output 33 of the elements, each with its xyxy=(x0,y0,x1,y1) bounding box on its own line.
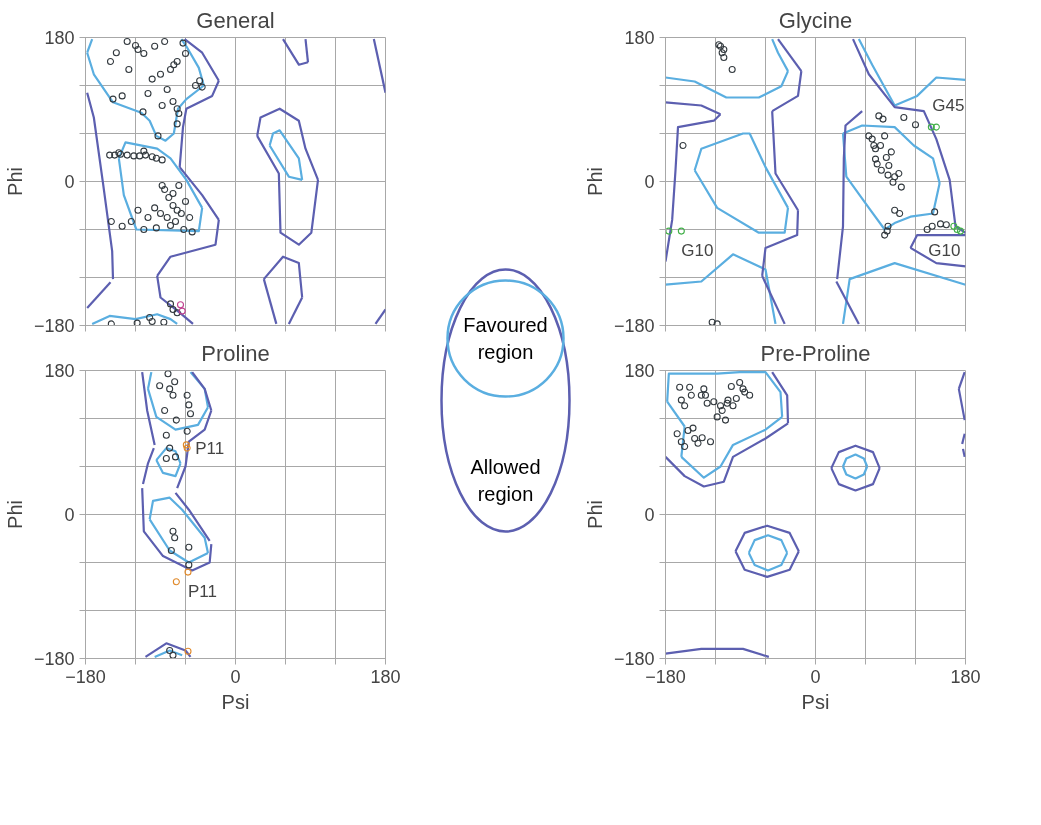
chart-title: Proline xyxy=(201,340,270,366)
y-axis-title: Phi xyxy=(3,500,26,529)
y-axis-title: Phi xyxy=(583,500,606,529)
annotation: G10 xyxy=(681,241,714,261)
x-tick-label: 180 xyxy=(370,666,401,687)
y-tick-label: 0 xyxy=(64,172,75,192)
y-tick-label: 0 xyxy=(644,505,655,525)
y-tick-label: −180 xyxy=(33,649,75,669)
annotation: G10 xyxy=(928,241,961,261)
chart-title: Pre-Proline xyxy=(760,340,871,366)
y-tick-label: 180 xyxy=(44,28,75,48)
y-axis-title: Phi xyxy=(583,167,606,196)
y-tick-label: 180 xyxy=(624,361,655,381)
y-tick-label: 0 xyxy=(644,172,655,192)
text: Favoured region xyxy=(463,314,548,363)
y-axis-title: Phi xyxy=(3,167,26,196)
annotation: P11 xyxy=(188,582,217,602)
y-tick-label: −180 xyxy=(33,316,75,336)
x-axis-title: Psi xyxy=(801,690,830,713)
y-tick-label: 180 xyxy=(44,361,75,381)
annotation: G45 xyxy=(932,96,965,116)
x-tick-label: 0 xyxy=(230,666,241,687)
y-tick-label: −180 xyxy=(613,316,655,336)
chart-title: General xyxy=(196,7,275,33)
annotation: P11 xyxy=(195,438,225,458)
y-tick-label: 0 xyxy=(64,505,75,525)
chart-title: Glycine xyxy=(778,7,853,33)
x-tick-label: 0 xyxy=(810,666,821,687)
x-axis-title: Psi xyxy=(221,690,250,713)
y-tick-label: 180 xyxy=(624,28,655,48)
x-tick-label: 180 xyxy=(950,666,981,687)
y-tick-label: −180 xyxy=(613,649,655,669)
text: Allowed region xyxy=(470,456,541,505)
